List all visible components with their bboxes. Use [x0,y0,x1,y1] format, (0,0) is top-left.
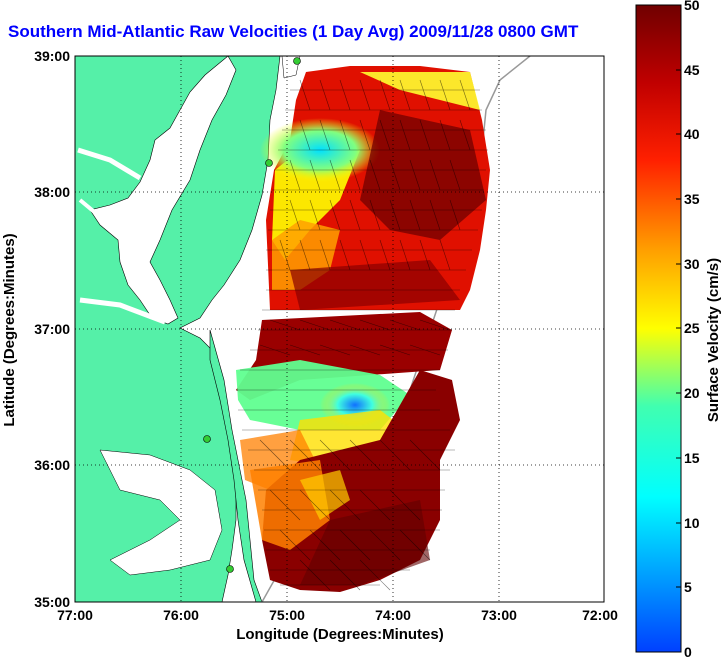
colorbar-tick-label: 30 [684,256,700,272]
station-marker [293,57,301,65]
james-river [79,297,166,325]
chesapeake-bay [89,56,237,325]
station-marker [265,159,273,167]
y-axis-label: Latitude (Degrees:Minutes) [1,233,18,426]
pamlico-sound [99,449,223,576]
colorbar-tick-label: 10 [684,515,700,531]
colorbar-tick-label: 45 [684,62,700,78]
colorbar-tick-label: 35 [684,191,700,207]
x-tick-label: 75:00 [269,607,305,623]
colorbar: 50 45 40 35 30 25 20 15 10 5 0 Surface V… [635,0,722,659]
colorbar-tick-label: 25 [684,320,700,336]
y-tick-label: 39:00 [34,48,70,64]
x-tick-label: 76:00 [163,607,199,623]
colorbar-tick-label: 40 [684,126,700,142]
station-marker [203,435,211,443]
potomac-river [77,147,142,181]
x-tick-label: 77:00 [57,607,93,623]
map-title: Southern Mid-Atlantic Raw Velocities (1 … [8,22,579,41]
colorbar-tick-label: 15 [684,450,700,466]
outer-banks [209,329,263,602]
x-axis: 77:00 76:00 75:00 74:00 73:00 72:00 Long… [57,607,618,643]
x-axis-label: Longitude (Degrees:Minutes) [236,626,444,643]
y-tick-label: 38:00 [34,184,70,200]
colorbar-tick-label: 50 [684,0,700,13]
x-tick-label: 73:00 [481,607,517,623]
rappahannock-river [78,198,142,247]
x-tick-label: 74:00 [375,607,411,623]
y-axis: 39:00 38:00 37:00 36:00 35:00 Latitude (… [1,48,70,610]
colorbar-tick-label: 20 [684,385,700,401]
y-tick-label: 37:00 [34,321,70,337]
colorbar-tick-label: 5 [684,579,692,595]
grid-lines [75,56,604,602]
velocity-vectors [236,79,488,591]
colorbar-tick-label: 0 [684,644,692,659]
colorbar-label: Surface Velocity (cm/s) [705,258,722,422]
y-tick-label: 35:00 [34,594,70,610]
x-tick-label: 72:00 [582,607,618,623]
station-marker [226,565,234,573]
y-tick-label: 36:00 [34,457,70,473]
